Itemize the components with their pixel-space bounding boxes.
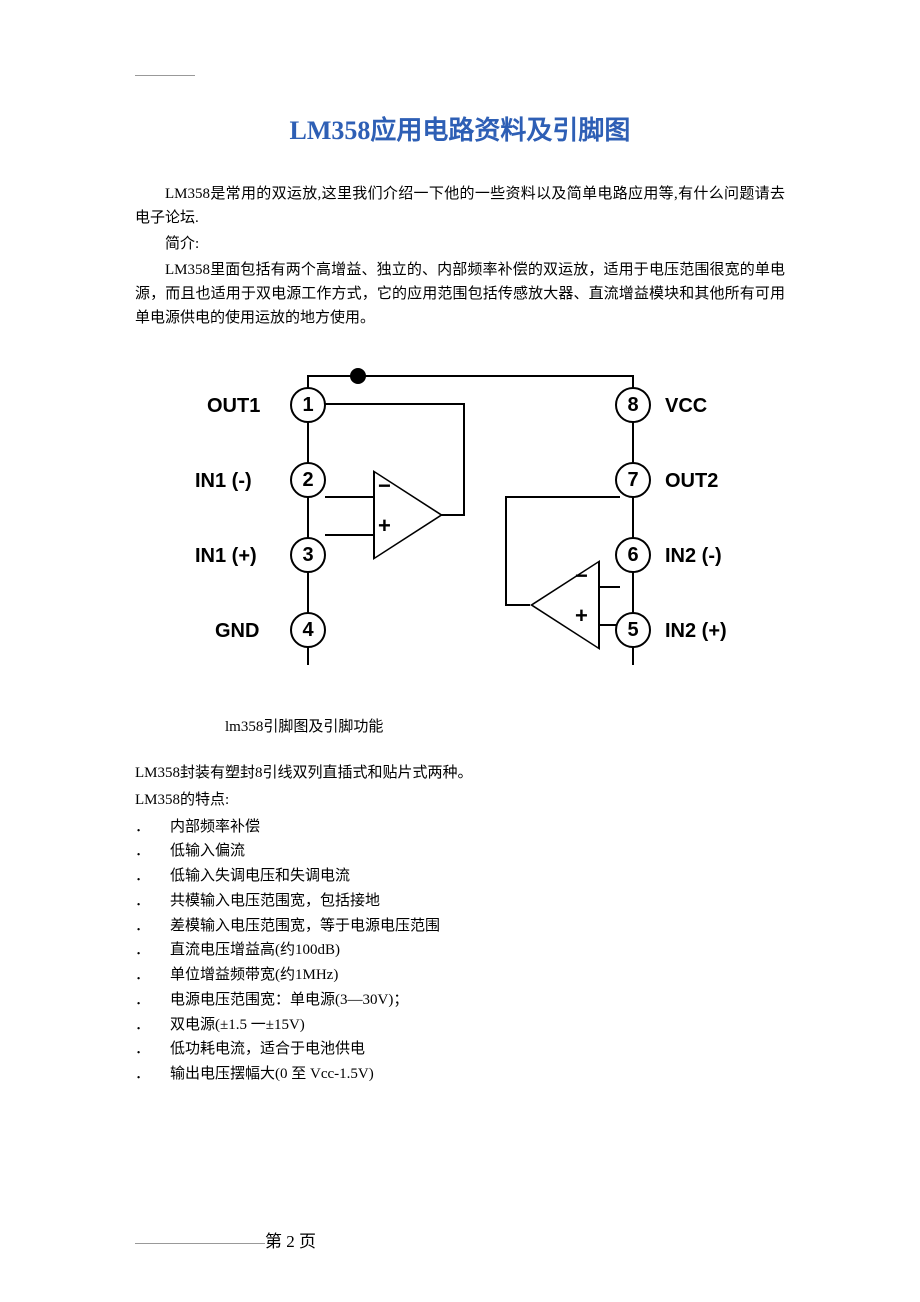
page-footer: 第 2 页 (135, 1227, 785, 1252)
pin-1-label: OUT1 (207, 395, 260, 418)
wire-opamp1-out-v (463, 403, 465, 516)
pin-5-label: IN2 (+) (665, 620, 727, 643)
pin-5: 5 (615, 612, 651, 648)
opamp1-minus: − (378, 473, 391, 499)
feature-item: 电源电压范围宽：单电源(3—30V)； (135, 988, 785, 1013)
intro-paragraph-1: LM358是常用的双运放,这里我们介绍一下他的一些资料以及简单电路应用等,有什么… (135, 182, 785, 230)
feature-item: 共模输入电压范围宽，包括接地 (135, 889, 785, 914)
feature-item: 直流电压增益高(约100dB) (135, 938, 785, 963)
pin-2-label: IN1 (-) (195, 470, 252, 493)
pin-2: 2 (290, 462, 326, 498)
wire-opamp2-out-h (505, 604, 530, 606)
feature-list: 内部频率补偿 低输入偏流 低输入失调电压和失调电流 共模输入电压范围宽，包括接地… (135, 815, 785, 1087)
opamp2-plus: + (575, 603, 588, 629)
pinout-diagram-wrap: − + − + 1 OUT1 2 IN1 (-) 3 IN1 (+) 4 GND… (135, 355, 785, 695)
pin-3-label: IN1 (+) (195, 545, 257, 568)
pin-4-label: GND (215, 620, 259, 643)
pinout-diagram: − + − + 1 OUT1 2 IN1 (-) 3 IN1 (+) 4 GND… (195, 355, 725, 695)
wire-pin3-opamp1 (325, 534, 375, 536)
pin-4: 4 (290, 612, 326, 648)
wire-opamp1-out-top (325, 403, 465, 405)
pin-6-label: IN2 (-) (665, 545, 722, 568)
feature-item: 低输入偏流 (135, 839, 785, 864)
pin1-dot-marker (350, 368, 366, 384)
page-title: LM358应用电路资料及引脚图 (135, 110, 785, 147)
pin-1: 1 (290, 387, 326, 423)
diagram-caption: lm358引脚图及引脚功能 (135, 715, 785, 736)
pin-7-label: OUT2 (665, 470, 718, 493)
feature-item: 输出电压摆幅大(0 至 Vcc-1.5V) (135, 1062, 785, 1087)
wire-opamp2-out-top (505, 496, 620, 498)
feature-item: 差模输入电压范围宽，等于电源电压范围 (135, 914, 785, 939)
pin-3: 3 (290, 537, 326, 573)
feature-item: 双电源(±1.5 一±15V) (135, 1013, 785, 1038)
opamp1-plus: + (378, 513, 391, 539)
opamp2-symbol (530, 560, 600, 650)
page-number: 第 2 页 (265, 1232, 316, 1251)
feature-item: 单位增益频带宽(约1MHz) (135, 963, 785, 988)
wire-opamp2-out-v (505, 496, 507, 606)
feature-item: 低功耗电流，适合于电池供电 (135, 1037, 785, 1062)
opamp2-minus: − (575, 563, 588, 589)
wire-pin6-opamp2 (600, 586, 620, 588)
wire-opamp1-out-h (440, 514, 465, 516)
feature-item: 内部频率补偿 (135, 815, 785, 840)
pin-7: 7 (615, 462, 651, 498)
package-text: LM358封装有塑封8引线双列直插式和贴片式两种。 (135, 761, 785, 786)
pin-8-label: VCC (665, 395, 707, 418)
wire-pin2-opamp1 (325, 496, 375, 498)
footer-rule (135, 1243, 265, 1244)
pin-6: 6 (615, 537, 651, 573)
intro-paragraph-2: 简介: (135, 232, 785, 256)
feature-item: 低输入失调电压和失调电流 (135, 864, 785, 889)
header-rule (135, 75, 195, 76)
intro-paragraph-3: LM358里面包括有两个高增益、独立的、内部频率补偿的双运放，适用于电压范围很宽… (135, 258, 785, 330)
features-title: LM358的特点: (135, 788, 785, 813)
pin-8: 8 (615, 387, 651, 423)
